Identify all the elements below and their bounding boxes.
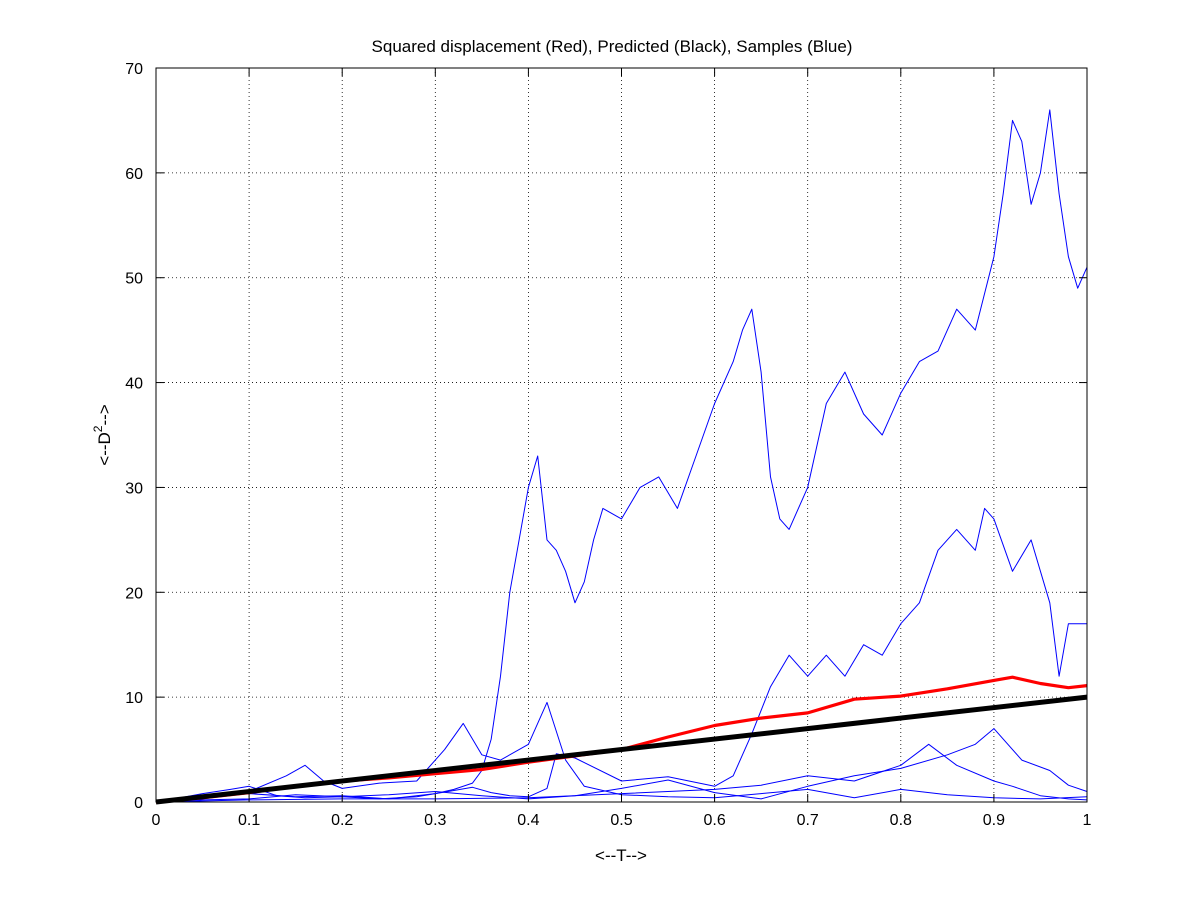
y-axis-label: <--D2--> <box>91 404 114 466</box>
y-axis-label-superscript: 2 <box>91 425 105 432</box>
x-axis-label: <--T--> <box>595 846 647 865</box>
x-tick-label: 0.8 <box>890 812 912 829</box>
y-tick-label: 40 <box>125 376 143 393</box>
sample-series-line-5 <box>155 743 1088 803</box>
series-layer <box>155 109 1088 805</box>
x-tick-label: 0.2 <box>331 812 353 829</box>
y-tick-labels: 0 10 20 30 40 50 60 70 <box>125 61 143 812</box>
x-tick-label: 0.9 <box>983 812 1005 829</box>
x-tick-label: 0.1 <box>238 812 260 829</box>
y-tick-label: 10 <box>125 690 143 707</box>
x-tick-label: 1 <box>1083 812 1092 829</box>
axis-ticks <box>155 67 1088 803</box>
y-tick-label: 30 <box>125 480 143 497</box>
x-tick-label: 0.5 <box>610 812 632 829</box>
x-tick-label: 0.3 <box>424 812 446 829</box>
x-tick-label: 0.4 <box>517 812 539 829</box>
y-axis-label-suffix: --> <box>95 404 114 425</box>
y-tick-label: 50 <box>125 271 143 288</box>
predicted-series-line <box>155 694 1088 805</box>
y-tick-label: 20 <box>125 585 143 602</box>
sample-series-line-3 <box>155 701 1088 803</box>
y-tick-label: 70 <box>125 61 143 78</box>
y-tick-label: 0 <box>134 795 143 812</box>
sample-series-line-4 <box>155 728 1088 803</box>
y-axis-label-prefix: <--D <box>95 432 114 466</box>
x-tick-label: 0 <box>152 812 161 829</box>
y-tick-label: 60 <box>125 166 143 183</box>
x-tick-label: 0.7 <box>797 812 819 829</box>
chart-title: Squared displacement (Red), Predicted (B… <box>372 37 853 56</box>
x-tick-label: 0.6 <box>703 812 725 829</box>
x-tick-labels: 0 0.1 0.2 0.3 0.4 0.5 0.6 0.7 0.8 0.9 1 <box>152 812 1092 829</box>
